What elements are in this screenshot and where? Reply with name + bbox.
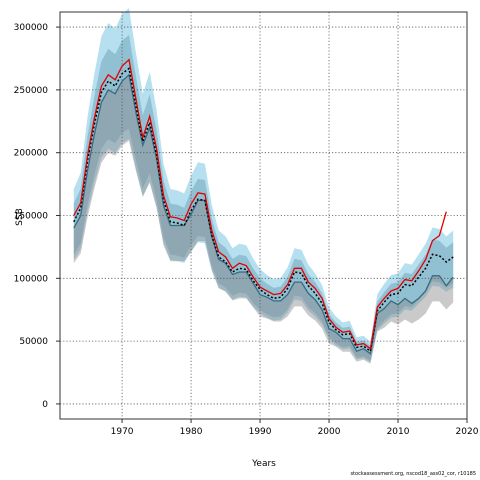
grey-confidence-band bbox=[73, 74, 454, 364]
x-tick-label: 1970 bbox=[111, 427, 134, 437]
y-tick-label: 50000 bbox=[19, 337, 48, 347]
series-line-3 bbox=[73, 73, 454, 355]
x-tick-label: 2020 bbox=[456, 427, 479, 437]
x-axis-label: Years bbox=[251, 459, 276, 469]
y-tick-label: 100000 bbox=[14, 274, 49, 284]
y-axis-label: SSB bbox=[15, 208, 25, 226]
x-tick-label: 2000 bbox=[318, 427, 341, 437]
y-tick-label: 250000 bbox=[14, 86, 49, 96]
footer-note: stockassessment.org, nscod18_ass02_cor, … bbox=[350, 471, 476, 477]
x-tick-label: 2010 bbox=[387, 427, 410, 437]
y-tick-label: 200000 bbox=[14, 149, 49, 159]
series-line-1 bbox=[73, 58, 447, 350]
y-tick-label: 150000 bbox=[14, 212, 49, 222]
x-tick-label: 1980 bbox=[180, 427, 203, 437]
x-tick-label: 1990 bbox=[249, 427, 272, 437]
confidence-bands bbox=[73, 8, 454, 364]
y-tick-label: 300000 bbox=[14, 23, 49, 33]
series-line-2 bbox=[73, 67, 454, 353]
series-lines bbox=[73, 58, 454, 355]
axis-ticks: 1970 1980 1990 2000 2010 2020 0 50000 100000 1500… bbox=[14, 23, 479, 437]
y-tick-label: 0 bbox=[42, 400, 48, 410]
